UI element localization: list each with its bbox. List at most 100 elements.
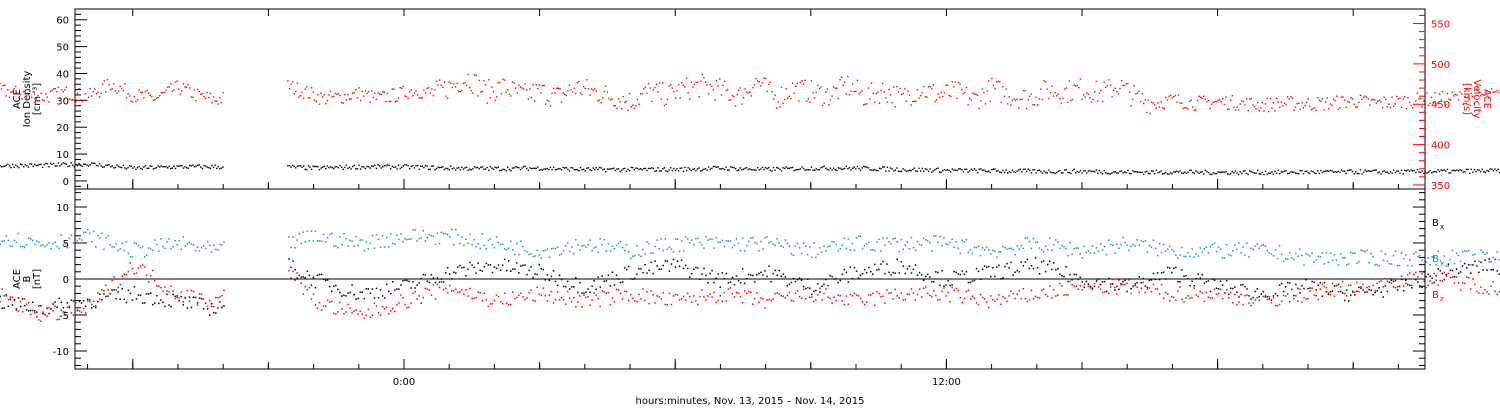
density-point: [910, 170, 911, 171]
density-point: [100, 165, 101, 166]
velocity-point: [697, 82, 698, 83]
b-by-point: [1254, 245, 1256, 247]
b-by-point: [911, 237, 913, 239]
velocity-point: [1164, 108, 1165, 109]
density-point: [1334, 171, 1335, 172]
b-bx-point: [760, 272, 762, 274]
b-by-point: [1071, 253, 1073, 255]
velocity-point: [219, 97, 220, 98]
velocity-point: [1409, 102, 1410, 103]
b-by-point: [467, 242, 469, 244]
velocity-point: [1126, 83, 1127, 84]
density-point: [167, 167, 168, 168]
density-point: [206, 166, 207, 167]
density-point: [72, 165, 73, 166]
velocity-point: [290, 84, 291, 85]
b-by-point: [1303, 264, 1305, 266]
density-point: [4, 165, 5, 166]
b-bx-point: [99, 293, 101, 295]
density-point: [1293, 171, 1294, 172]
b-by-point: [209, 245, 211, 247]
density-point: [789, 168, 790, 169]
b-by-point: [833, 241, 835, 243]
velocity-point: [922, 92, 923, 93]
velocity-point: [423, 90, 424, 91]
density-point: [1387, 172, 1388, 173]
b-by-point: [1094, 253, 1096, 255]
b-bx-point: [884, 273, 886, 275]
density-point: [798, 169, 799, 170]
velocity-point: [1078, 87, 1079, 88]
velocity-point: [319, 103, 320, 104]
b-bx-point: [1259, 296, 1261, 298]
b-bx-point: [658, 268, 660, 270]
density-point: [958, 168, 959, 169]
b-bx-point: [461, 267, 463, 269]
b-by-point: [801, 253, 803, 255]
density-point: [1251, 171, 1252, 172]
b-by-point: [345, 238, 347, 240]
velocity-point: [1497, 92, 1498, 93]
density-point: [768, 167, 769, 168]
b-bx-point: [172, 294, 174, 296]
b-by-point: [1279, 245, 1281, 247]
velocity-point: [971, 99, 972, 100]
velocity-point: [570, 89, 571, 90]
b-bx-point: [789, 284, 791, 286]
b-bx-point: [913, 269, 915, 271]
density-point: [104, 166, 105, 167]
density-point: [493, 169, 494, 170]
velocity-point: [63, 91, 64, 92]
b-bx-point: [1250, 298, 1252, 300]
b-by-point: [960, 253, 962, 255]
b-by-point: [50, 248, 52, 250]
velocity-point: [1398, 98, 1399, 99]
b-by-point: [93, 231, 95, 233]
velocity-point: [698, 96, 699, 97]
b-bx-point: [376, 288, 378, 290]
b-bx-point: [526, 274, 528, 276]
density-point: [1298, 173, 1299, 174]
velocity-point: [1448, 99, 1449, 100]
velocity-point: [1004, 96, 1005, 97]
b-bx-point: [400, 284, 402, 286]
velocity-point: [104, 80, 105, 81]
b-by-point: [1494, 258, 1496, 260]
b-bx-point: [429, 282, 431, 284]
b-bx-point: [894, 272, 896, 274]
velocity-point: [1308, 98, 1309, 99]
bottom-tick-label: 0: [63, 275, 69, 286]
b-by-point: [292, 236, 294, 238]
density-point: [1039, 169, 1040, 170]
density-point: [105, 164, 106, 165]
b-bx-point: [93, 306, 95, 308]
density-point: [566, 167, 567, 168]
velocity-point: [83, 100, 84, 101]
b-bx-point: [38, 305, 40, 307]
b-bx-point: [945, 284, 947, 286]
velocity-point: [453, 83, 454, 84]
b-bx-point: [418, 282, 420, 284]
b-bx-point: [107, 295, 109, 297]
b-bx-point: [683, 268, 685, 270]
density-point: [450, 166, 451, 167]
b-by-point: [728, 240, 730, 242]
b-by-point: [644, 253, 646, 255]
density-point: [1287, 173, 1288, 174]
density-point: [692, 169, 693, 170]
b-bx-point: [1381, 291, 1383, 293]
velocity-point: [126, 97, 127, 98]
density-point: [1486, 170, 1487, 171]
b-by-point: [174, 240, 176, 242]
b-bx-point: [931, 281, 933, 283]
b-bx-point: [1442, 273, 1444, 275]
b-by-point: [589, 239, 591, 241]
b-bx-point: [180, 296, 182, 298]
velocity-point: [1086, 92, 1087, 93]
density-point: [156, 167, 157, 168]
velocity-point: [191, 96, 192, 97]
velocity-point: [197, 89, 198, 90]
b-bx-point: [795, 281, 797, 283]
density-point: [203, 165, 204, 166]
b-bx-point: [1228, 294, 1230, 296]
